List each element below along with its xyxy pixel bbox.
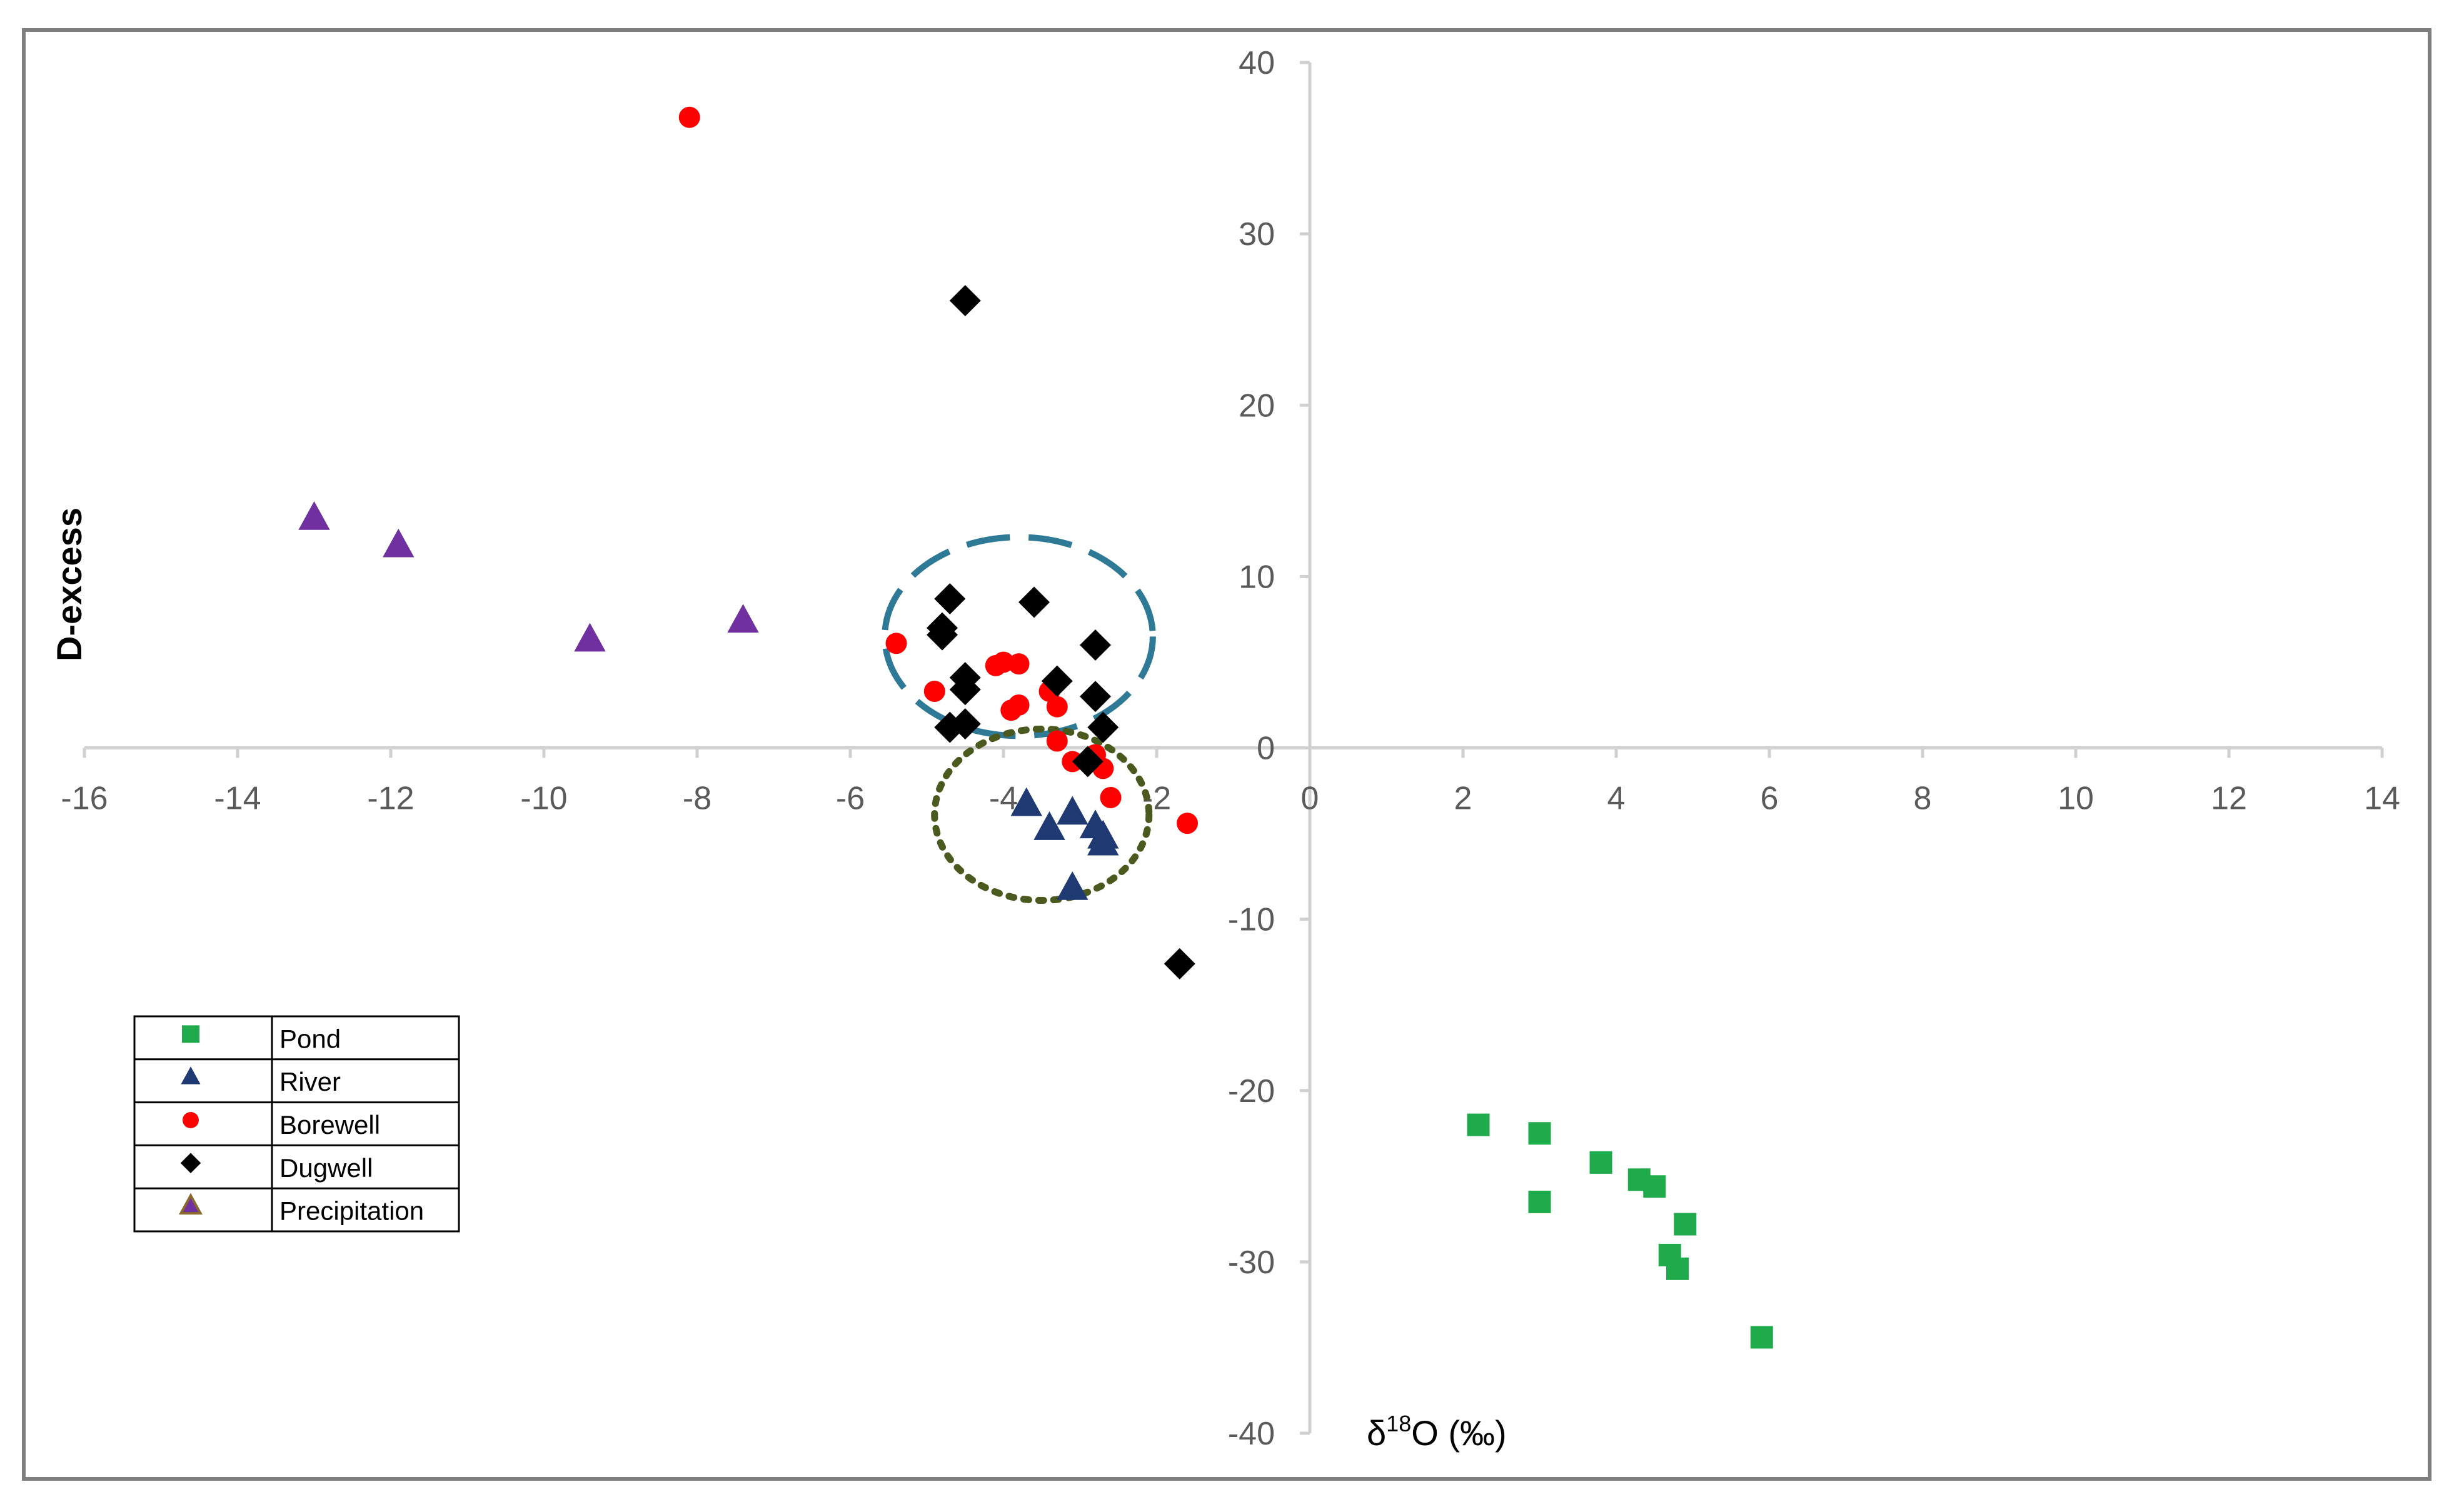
data-point-borewell <box>885 633 907 654</box>
x-tick-label: -12 <box>367 781 414 817</box>
x-tick-labels: -16 -14 -12 -10 -8 -6 -4 -2 0 2 4 6 8 10 12 14 <box>61 748 2400 817</box>
y-tick-label: -40 <box>1228 1416 1275 1452</box>
data-point-borewell <box>1008 653 1030 675</box>
data-point-borewell <box>1100 786 1122 808</box>
data-point-pond <box>1643 1175 1666 1198</box>
legend-label-river: River <box>279 1067 341 1096</box>
series-river <box>1010 787 1119 900</box>
data-point-dugwell <box>927 612 958 644</box>
data-point-borewell <box>1008 694 1030 716</box>
x-axis-label: δ18O (‰) <box>1367 1411 1507 1453</box>
legend-marker-borewell <box>183 1112 199 1128</box>
data-point-dugwell <box>949 708 981 740</box>
data-point-precipitation <box>727 604 759 633</box>
series-borewell <box>678 106 1198 834</box>
legend-marker-river <box>181 1066 201 1084</box>
data-point-borewell <box>923 681 945 703</box>
x-tick-label: -8 <box>683 781 712 817</box>
data-point-precipitation <box>383 528 415 558</box>
annotation-dashed-ellipse <box>882 534 1156 739</box>
data-point-dugwell <box>949 674 981 706</box>
series-dugwell <box>927 285 1195 979</box>
x-tick-label: 0 <box>1301 781 1319 817</box>
legend-marker-dugwell <box>180 1153 201 1174</box>
annotations <box>882 534 1156 904</box>
data-point-pond <box>1674 1213 1697 1236</box>
data-point-dugwell <box>1018 586 1050 618</box>
data-point-dugwell <box>1072 746 1104 778</box>
legend-label-borewell: Borewell <box>279 1110 380 1139</box>
y-axis-label: D-excess <box>49 508 89 661</box>
x-tick-label: -6 <box>836 781 865 817</box>
legend-label-dugwell: Dugwell <box>279 1153 373 1183</box>
data-point-precipitation <box>574 623 606 652</box>
legend-label-pond: Pond <box>279 1024 341 1053</box>
data-point-dugwell <box>1041 665 1073 697</box>
data-point-pond <box>1528 1122 1551 1145</box>
data-point-dugwell <box>934 583 966 615</box>
x-tick-label: 14 <box>2364 781 2400 817</box>
legend-label-precipitation: Precipitation <box>279 1196 424 1226</box>
x-tick-label: -14 <box>214 781 261 817</box>
data-point-dugwell <box>1087 711 1119 743</box>
x-tick-label: 10 <box>2058 781 2094 817</box>
data-point-river <box>1057 871 1089 900</box>
x-tick-label: 6 <box>1761 781 1779 817</box>
data-point-pond <box>1750 1326 1773 1349</box>
y-tick-label: -30 <box>1228 1244 1275 1281</box>
legend: Pond River Borewell Dugwell Precipitation <box>133 1015 460 1233</box>
chart-border <box>22 28 2431 1481</box>
data-point-dugwell <box>1080 681 1111 713</box>
data-point-borewell <box>993 651 1014 673</box>
data-point-dugwell <box>1080 629 1111 661</box>
data-point-river <box>1057 796 1089 825</box>
series-precipitation <box>298 501 759 652</box>
legend-marker-pond <box>182 1025 199 1043</box>
series-pond <box>1467 1113 1773 1349</box>
y-tick-labels: 40 30 20 10 0 -10 -20 -30 -40 <box>1228 45 1310 1452</box>
data-point-borewell <box>1177 813 1198 834</box>
x-tick-label: -16 <box>61 781 108 817</box>
x-tick-label: 4 <box>1607 781 1626 817</box>
data-point-pond <box>1589 1151 1612 1174</box>
annotation-dotted-circle <box>931 725 1153 904</box>
data-point-borewell <box>1046 696 1068 718</box>
y-tick-label: 40 <box>1239 45 1275 81</box>
y-tick-label: -20 <box>1228 1073 1275 1109</box>
x-tick-label: -10 <box>520 781 567 817</box>
data-point-borewell <box>1046 730 1068 752</box>
y-tick-label: -10 <box>1228 902 1275 938</box>
x-tick-label: 8 <box>1914 781 1932 817</box>
y-tick-label: 30 <box>1239 216 1275 253</box>
data-points <box>298 106 1773 1349</box>
data-point-dugwell <box>949 285 981 317</box>
x-tick-label: 2 <box>1454 781 1472 817</box>
y-tick-label: 0 <box>1257 731 1275 767</box>
data-point-borewell <box>678 106 700 128</box>
x-tick-label: 12 <box>2211 781 2247 817</box>
data-point-pond <box>1666 1257 1689 1280</box>
data-point-river <box>1087 819 1119 849</box>
data-point-river <box>1010 787 1042 816</box>
data-point-pond <box>1528 1190 1551 1213</box>
legend-marker-precipitation <box>179 1193 203 1215</box>
y-tick-label: 10 <box>1239 559 1275 595</box>
y-tick-label: 20 <box>1239 388 1275 424</box>
data-point-pond <box>1467 1113 1490 1136</box>
data-point-dugwell <box>1164 948 1195 979</box>
data-point-precipitation <box>298 501 330 530</box>
x-tick-label: -4 <box>989 781 1018 817</box>
data-point-river <box>1033 811 1065 840</box>
